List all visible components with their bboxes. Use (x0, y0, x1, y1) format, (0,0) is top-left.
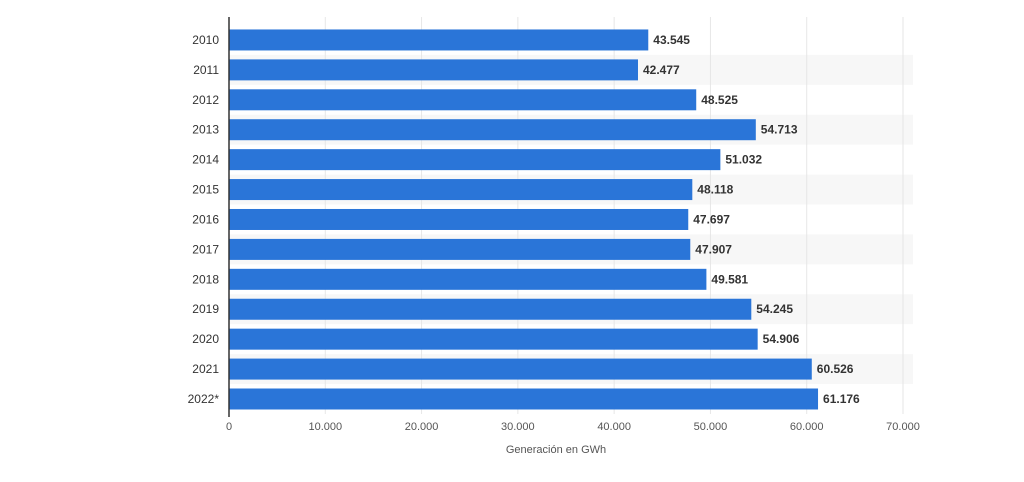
bar (229, 59, 638, 81)
category-label: 2014 (192, 153, 219, 167)
value-label: 48.525 (701, 93, 738, 107)
value-label: 51.032 (725, 153, 762, 167)
category-label: 2013 (192, 123, 219, 137)
category-label: 2012 (192, 93, 219, 107)
value-label: 47.907 (695, 242, 732, 256)
bars (229, 29, 819, 410)
category-label: 2018 (192, 272, 219, 286)
value-label: 54.906 (763, 332, 800, 346)
x-tick-label: 60.000 (790, 421, 824, 433)
value-label: 54.245 (756, 302, 793, 316)
value-label: 60.526 (817, 362, 854, 376)
category-label: 2015 (192, 183, 219, 197)
bar (229, 179, 693, 201)
value-label: 54.713 (761, 123, 798, 137)
x-tick-label: 30.000 (501, 421, 535, 433)
category-label: 2016 (192, 212, 219, 226)
value-label: 61.176 (823, 392, 860, 406)
category-label: 2019 (192, 302, 219, 316)
bar (229, 119, 756, 141)
x-tick-label: 40.000 (597, 421, 631, 433)
category-label: 2022* (188, 392, 220, 406)
x-tick-label: 50.000 (694, 421, 728, 433)
category-label: 2021 (192, 362, 219, 376)
x-axis-title: Generación en GWh (506, 444, 606, 456)
bar (229, 208, 689, 230)
value-label: 47.697 (693, 212, 730, 226)
value-label: 48.118 (697, 183, 733, 197)
x-tick-label: 70.000 (886, 421, 920, 433)
x-tick-label: 10.000 (308, 421, 342, 433)
x-tick-labels: 0 10.000 20.000 30.000 40.000 50.000 60.000 70.… (226, 421, 920, 433)
category-label: 2010 (192, 33, 219, 47)
category-labels: 2010 2011 2012 2013 2014 2015 2016 2017 2018 2019… (188, 33, 220, 406)
value-label: 43.545 (653, 33, 690, 47)
category-label: 2017 (192, 242, 219, 256)
value-label: 42.477 (643, 63, 680, 77)
bar (229, 268, 707, 290)
bar (229, 238, 691, 260)
bar (229, 29, 649, 51)
category-label: 2011 (193, 63, 219, 77)
x-tick-label: 20.000 (405, 421, 439, 433)
bar (229, 298, 752, 320)
x-tick-label: 0 (226, 421, 232, 433)
bar (229, 388, 819, 410)
value-labels: 43.545 42.477 48.525 54.713 51.032 48.118 47.6… (643, 33, 860, 406)
bar (229, 89, 697, 111)
value-label: 49.581 (711, 272, 748, 286)
bar (229, 149, 721, 171)
bar (229, 358, 812, 380)
category-label: 2020 (192, 332, 219, 346)
bar (229, 328, 758, 350)
